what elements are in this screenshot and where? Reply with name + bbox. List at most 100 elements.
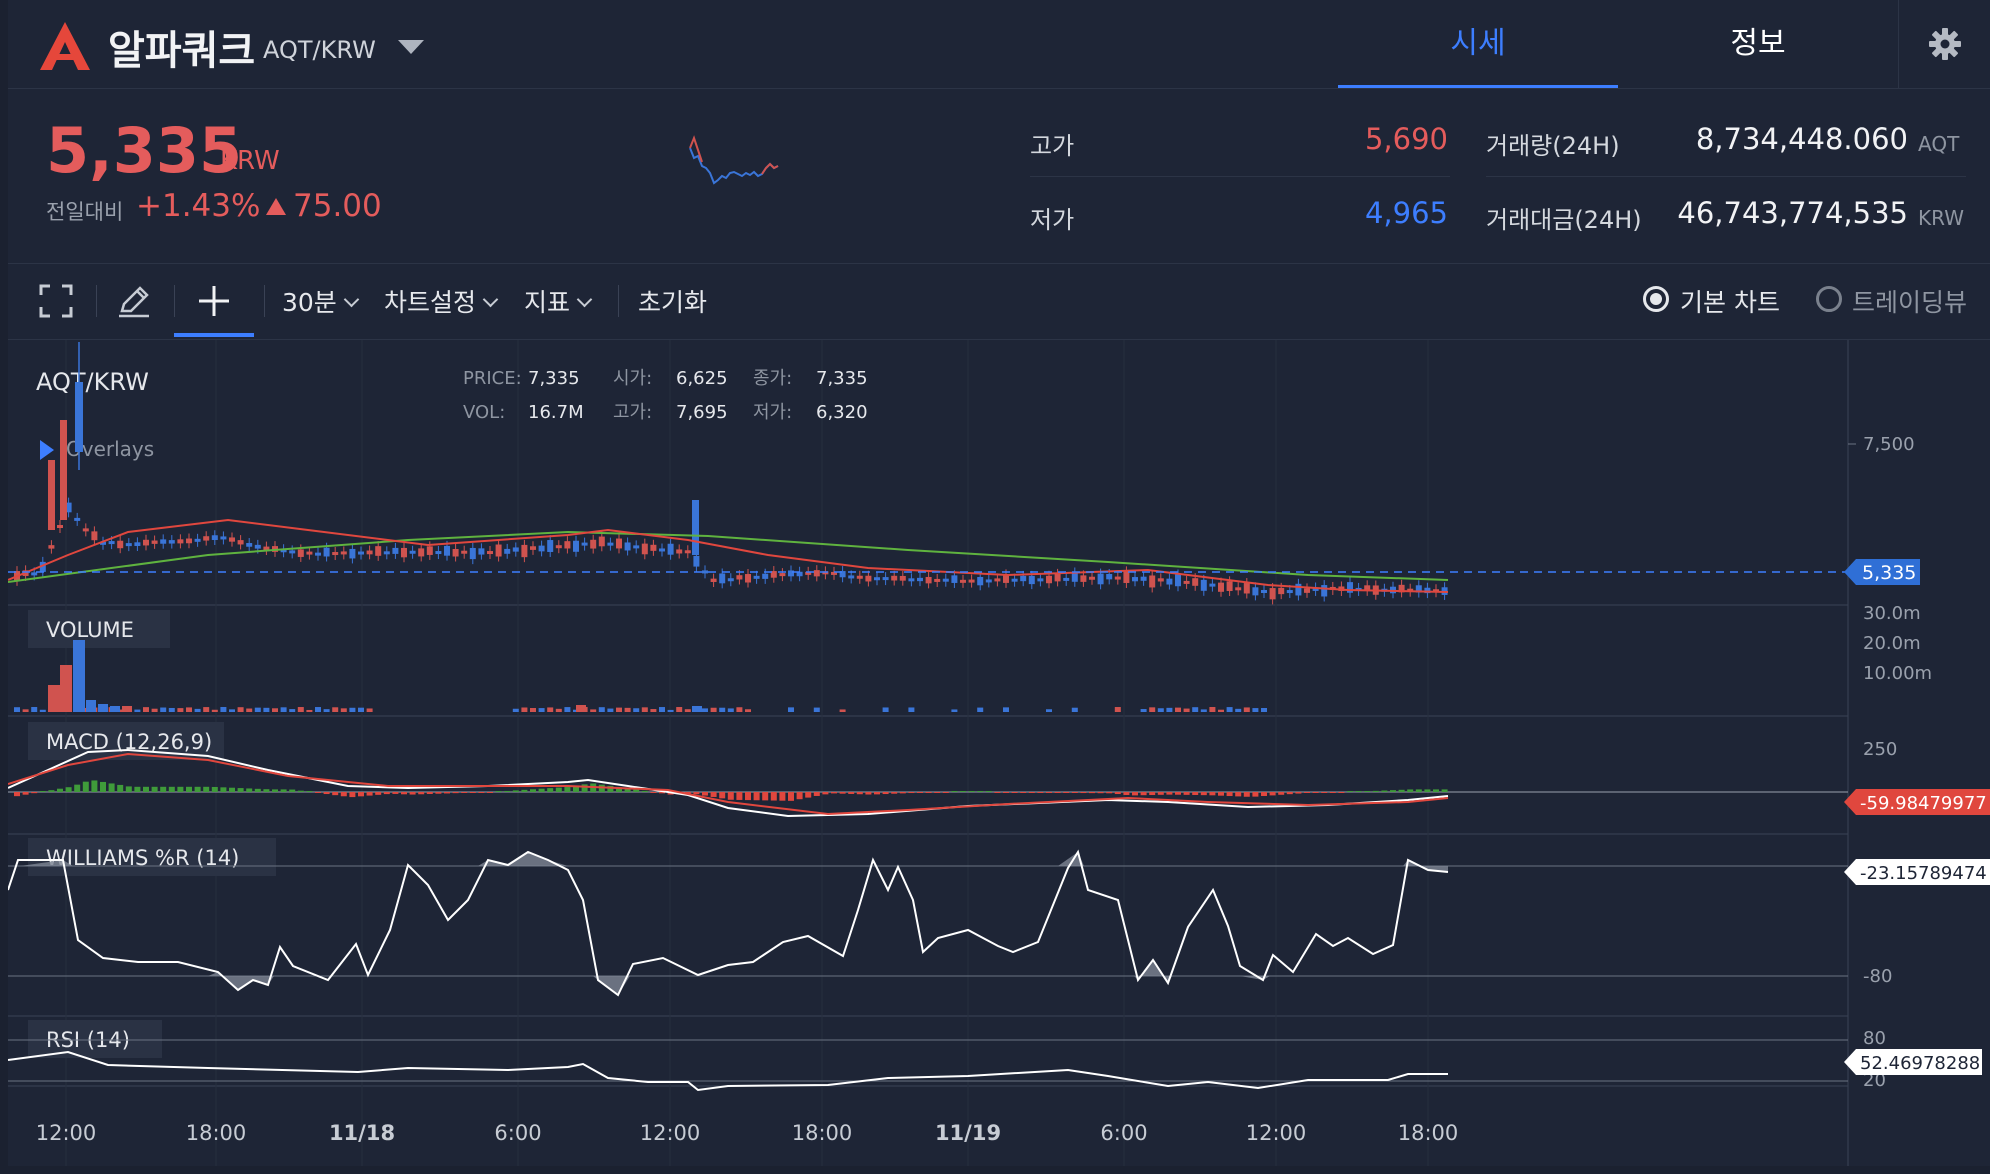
tradingview-radio[interactable] [1816, 286, 1842, 312]
tradingview-label[interactable]: 트레이딩뷰 [1852, 288, 1968, 317]
candle-body [762, 573, 769, 579]
macd-hist-bar [547, 788, 554, 792]
volume-bar [977, 707, 984, 712]
macd-hist-bar [779, 792, 786, 801]
macd-hist-bar [452, 792, 459, 794]
macd-hist-bar [426, 792, 433, 794]
macd-hist-bar [1329, 792, 1336, 793]
candle-body [100, 541, 106, 545]
interval-label: 30분 [282, 288, 337, 317]
macd-hist-bar [143, 786, 149, 792]
candle-body [1123, 571, 1130, 583]
fullscreen-icon[interactable] [38, 283, 74, 319]
rsi-tag: 52.46978288 [1844, 1049, 1982, 1075]
candle-body [246, 543, 253, 547]
candle-body [435, 551, 442, 555]
macd-hist-bar [211, 786, 218, 792]
volume-bar [667, 709, 674, 712]
macd-hist-bar [1433, 789, 1439, 792]
volume-bar [272, 708, 278, 712]
volume-bar [590, 709, 597, 712]
candle-body [1433, 589, 1439, 593]
macd-hist-bar [942, 792, 949, 793]
chart-area[interactable]: AQT/KRW Overlays PRICE: 7,335 시가: 6,625 … [7, 340, 1990, 1166]
basic-chart-radio[interactable] [1643, 286, 1669, 312]
macd-signal-line [7, 752, 1449, 816]
candle-body [358, 551, 364, 555]
macd-hist-bar [1295, 792, 1302, 794]
candle-body [452, 549, 459, 557]
interval-dropdown[interactable]: 30분 [282, 283, 360, 319]
reset-button[interactable]: 초기화 [638, 288, 708, 317]
basic-chart-label[interactable]: 기본 차트 [1680, 288, 1780, 317]
macd-hist-bar [745, 792, 751, 801]
macd-hist-bar [1261, 792, 1267, 797]
candle-body [1003, 574, 1009, 583]
williams-axis-label: -80 [1863, 966, 1892, 987]
williams-fill-area [1134, 960, 1172, 983]
macd-tag-text: -59.98479977 [1860, 793, 1987, 814]
crosshair-icon[interactable] [196, 283, 232, 319]
tab-sise[interactable]: 시세 [1338, 0, 1618, 88]
candle-body [74, 517, 81, 521]
market-dropdown-icon[interactable] [398, 40, 424, 54]
macd-hist-bar [1209, 792, 1216, 796]
macd-hist-bar [151, 786, 158, 792]
volume-bar [220, 707, 227, 712]
chart-settings-dropdown[interactable]: 차트설정 [384, 283, 499, 319]
high-label: 고가 [1030, 132, 1075, 160]
macd-hist-bar [401, 792, 407, 795]
williams-fill-area [478, 852, 568, 866]
volume-bar [323, 709, 330, 712]
overlays-toggle-icon[interactable] [40, 440, 54, 460]
macd-hist-bar [280, 789, 287, 792]
candle-body [1261, 589, 1267, 593]
indicators-dropdown[interactable]: 지표 [524, 283, 593, 319]
candle-body [702, 570, 708, 574]
volume-bar [1157, 708, 1164, 712]
volume-unit: AQT [1918, 132, 1960, 156]
candle-body [1020, 575, 1027, 582]
candle-body [280, 549, 287, 553]
volume-bar [315, 707, 321, 712]
macd-hist-bar [91, 780, 98, 792]
tab-info[interactable]: 정보 [1730, 26, 1786, 61]
volume-bar [641, 707, 648, 712]
volume-bar [246, 708, 253, 712]
volume-bar [719, 707, 726, 712]
time-axis-label: 12:00 [640, 1121, 701, 1145]
macd-hist-bar [512, 790, 519, 792]
volume-bar [1071, 707, 1078, 712]
candle-body [306, 551, 313, 555]
candle-body [194, 538, 201, 542]
macd-hist-bar [788, 792, 794, 801]
current-price: 5,335 [46, 114, 243, 187]
candle-body [822, 571, 829, 575]
volume-bar [530, 708, 536, 712]
ticker-summary: 5,335 KRW 전일대비 +1.43% 75.00 고가 5,690 저가 … [8, 88, 1990, 264]
volume-axis-label: 20.0m [1863, 633, 1921, 654]
volume-bar [151, 708, 158, 712]
gear-icon [1929, 28, 1961, 60]
candlestick-series [14, 342, 1448, 605]
macd-hist-bar [899, 792, 906, 794]
volume-value: 8,734,448.060 [1695, 122, 1908, 156]
info-close-label: 종가: [753, 368, 792, 389]
candle-body [1080, 575, 1087, 582]
macd-hist-bar [246, 788, 253, 792]
volume-bar [547, 707, 554, 712]
candle-body [650, 544, 657, 551]
candle-body [39, 561, 46, 572]
settings-button[interactable] [1898, 0, 1990, 88]
stat-divider [1030, 176, 1450, 177]
macd-hist-bar [994, 792, 1001, 793]
candle-body [960, 579, 966, 583]
macd-hist-bar [1123, 792, 1130, 795]
pencil-icon[interactable] [116, 283, 152, 319]
candle-body [134, 542, 141, 546]
macd-hist-bar [1321, 792, 1328, 793]
toolbar-separator [174, 285, 175, 317]
macd-hist-bar [409, 792, 416, 795]
price-chart[interactable]: AQT/KRW Overlays PRICE: 7,335 시가: 6,625 … [7, 340, 1990, 1166]
volume-bar [211, 709, 218, 712]
